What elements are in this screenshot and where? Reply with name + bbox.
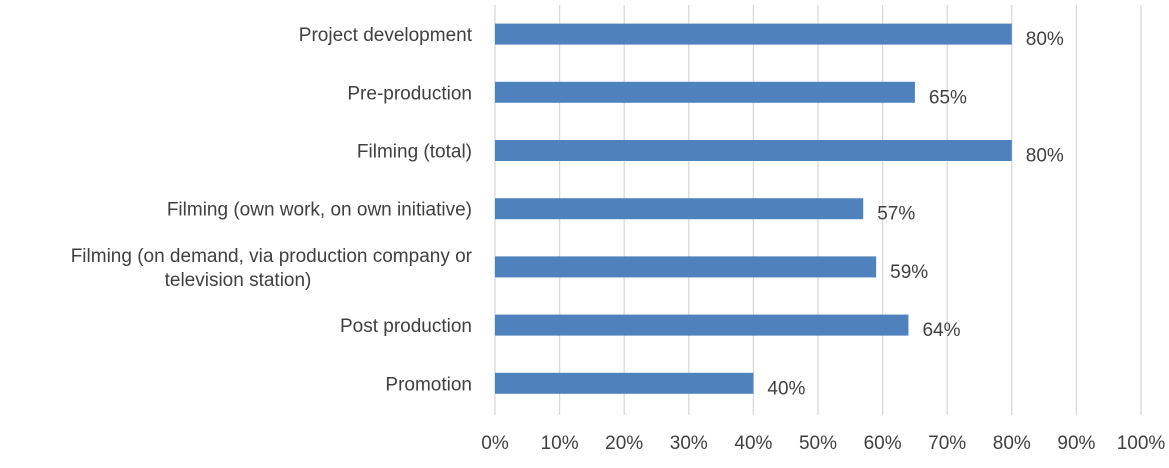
category-label: Filming (total) xyxy=(357,142,472,163)
x-tick-label: 10% xyxy=(541,433,579,454)
data-label: 64% xyxy=(922,320,960,341)
bar xyxy=(495,198,864,220)
data-label: 57% xyxy=(877,204,915,225)
x-tick-labels: 0% 10% 20% 30% 40% 50% 60% 70% 80% 90% 100% xyxy=(481,433,1165,454)
category-label: Promotion xyxy=(385,374,472,395)
category-label: Filming (on demand, via production compa… xyxy=(71,246,473,267)
category-label: Filming (own work, on own initiative) xyxy=(167,200,472,221)
data-label: 40% xyxy=(767,378,805,399)
data-label: 65% xyxy=(929,87,967,108)
bar xyxy=(495,314,909,336)
category-label: Pre-production xyxy=(347,83,472,104)
bar xyxy=(495,256,877,278)
bars xyxy=(495,23,1012,394)
category-label: Project development xyxy=(299,25,473,46)
category-label: television station) xyxy=(165,270,312,291)
x-tick-label: 20% xyxy=(605,433,643,454)
x-tick-label: 60% xyxy=(864,433,902,454)
x-tick-label: 90% xyxy=(1057,433,1095,454)
x-tick-label: 40% xyxy=(734,433,772,454)
category-labels: Project development Pre-production Filming… xyxy=(71,25,473,395)
x-tick-label: 70% xyxy=(928,433,966,454)
x-tick-label: 80% xyxy=(993,433,1031,454)
data-labels: 80% 65% 80% 57% 59% 64% 40% xyxy=(767,29,1064,399)
data-label: 80% xyxy=(1026,29,1064,50)
x-tick-label: 50% xyxy=(799,433,837,454)
x-tick-label: 0% xyxy=(481,433,509,454)
x-tick-label: 100% xyxy=(1117,433,1166,454)
data-label: 80% xyxy=(1026,146,1064,167)
bar xyxy=(495,81,915,103)
category-label: Post production xyxy=(340,316,472,337)
bar xyxy=(495,140,1012,161)
bar xyxy=(495,23,1012,45)
bar xyxy=(495,372,754,394)
x-tick-label: 30% xyxy=(670,433,708,454)
data-label: 59% xyxy=(890,262,928,283)
